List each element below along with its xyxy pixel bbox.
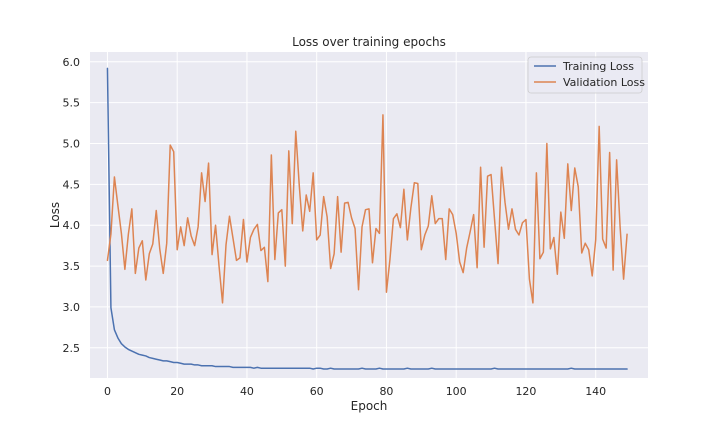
x-tick-label: 60 bbox=[310, 385, 324, 398]
y-tick-label: 4.5 bbox=[63, 178, 81, 191]
series-line-validation-loss bbox=[106, 114, 628, 304]
y-tick-label: 6.0 bbox=[63, 56, 81, 69]
series-lines bbox=[106, 67, 628, 370]
y-tick-label: 5.5 bbox=[63, 97, 81, 110]
legend-label-training: Training Loss bbox=[562, 60, 634, 73]
x-tick-label: 80 bbox=[379, 385, 393, 398]
legend: Training Loss Validation Loss bbox=[527, 56, 645, 94]
legend-label-validation: Validation Loss bbox=[563, 76, 645, 89]
x-tick-label: 100 bbox=[446, 385, 467, 398]
x-tick-label: 0 bbox=[104, 385, 111, 398]
y-axis-label: Loss bbox=[48, 202, 62, 228]
x-tick-label: 40 bbox=[240, 385, 254, 398]
x-tick-label: 140 bbox=[585, 385, 606, 398]
x-tick-label: 20 bbox=[170, 385, 184, 398]
x-tick-label: 120 bbox=[515, 385, 536, 398]
series-line-training-loss bbox=[106, 67, 628, 370]
legend-box bbox=[527, 56, 643, 94]
chart-title: Loss over training epochs bbox=[292, 35, 446, 49]
y-tick-label: 3.0 bbox=[63, 301, 81, 314]
y-tick-label: 3.5 bbox=[63, 260, 81, 273]
x-axis-label: Epoch bbox=[351, 399, 388, 413]
y-tick-label: 2.5 bbox=[63, 342, 81, 355]
tick-labels: 0 20 40 60 80 100 120 140 2.5 3.0 3.5 4.0 4.5 5.0 5.5 6… bbox=[63, 56, 607, 398]
y-tick-label: 5.0 bbox=[63, 138, 81, 151]
y-tick-label: 4.0 bbox=[63, 219, 81, 232]
